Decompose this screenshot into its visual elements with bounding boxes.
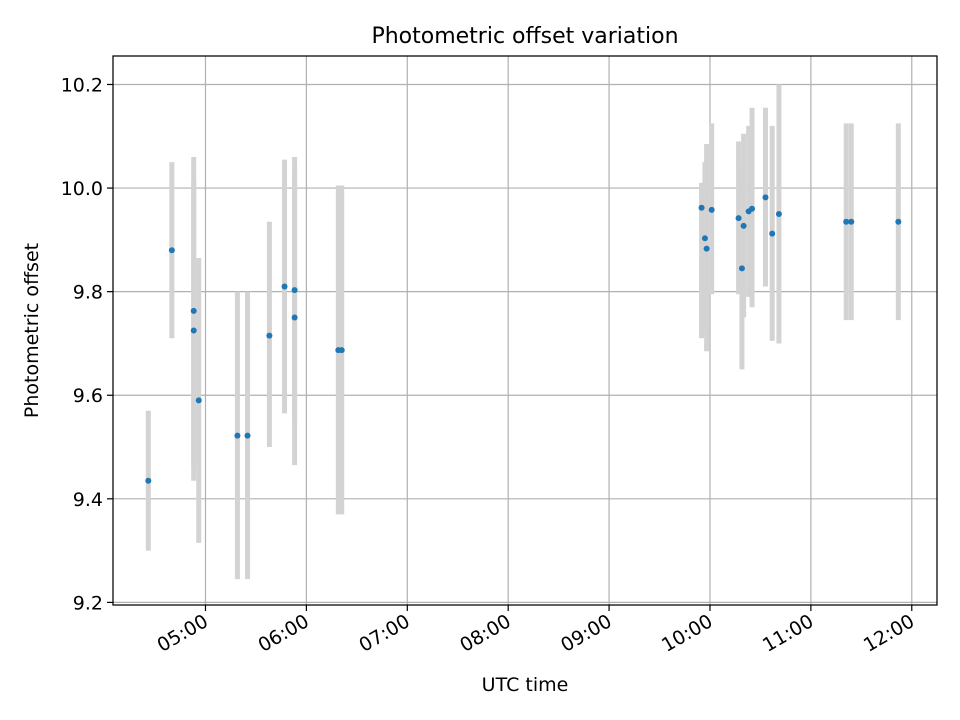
plot-frame — [112, 55, 938, 606]
data-point — [266, 332, 273, 339]
data-point — [708, 206, 715, 213]
data-point — [338, 347, 345, 354]
error-bars — [145, 84, 901, 580]
x-tick-label: 09:00 — [557, 610, 615, 656]
data-point — [703, 245, 710, 252]
data-point — [769, 230, 776, 237]
x-tick-label: 11:00 — [759, 610, 817, 656]
data-point — [698, 204, 705, 211]
x-tick-label: 08:00 — [456, 610, 514, 656]
data-point — [244, 432, 251, 439]
data-point — [190, 327, 197, 334]
x-axis: 05:00 06:00 07:00 08:00 09:00 10:00 11:00 12:00 — [154, 605, 918, 657]
data-point — [145, 477, 152, 484]
x-tick-label: 12:00 — [860, 610, 918, 656]
y-axis-label: Photometric offset — [21, 243, 43, 418]
y-tick-label: 9.8 — [73, 282, 103, 304]
data-point — [190, 307, 197, 314]
chart-title: Photometric offset variation — [371, 24, 678, 49]
data-point — [843, 218, 850, 225]
data-point — [738, 265, 745, 272]
data-point — [701, 235, 708, 242]
x-tick-label: 10:00 — [658, 610, 716, 656]
data-points — [145, 194, 902, 484]
data-point — [291, 314, 298, 321]
data-point — [762, 194, 769, 201]
data-point — [735, 215, 742, 222]
data-point — [740, 222, 747, 229]
y-tick-label: 9.2 — [73, 592, 103, 614]
data-point — [775, 210, 782, 217]
y-axis: 9.2 9.4 9.6 9.8 10.0 10.2 — [61, 74, 113, 614]
data-point — [895, 218, 902, 225]
y-tick-label: 10.0 — [61, 178, 103, 200]
y-tick-label: 9.6 — [73, 385, 103, 407]
data-point — [281, 283, 288, 290]
x-tick-label: 06:00 — [254, 610, 312, 656]
data-point — [234, 432, 241, 439]
x-tick-label: 05:00 — [154, 610, 212, 656]
data-point — [749, 205, 756, 212]
data-point — [168, 247, 175, 254]
y-tick-label: 10.2 — [61, 74, 103, 96]
data-point — [195, 397, 202, 404]
x-tick-label: 07:00 — [355, 610, 413, 656]
x-axis-label: UTC time — [482, 674, 569, 696]
y-tick-label: 9.4 — [73, 489, 103, 511]
data-point — [291, 287, 298, 294]
data-point — [848, 218, 855, 225]
